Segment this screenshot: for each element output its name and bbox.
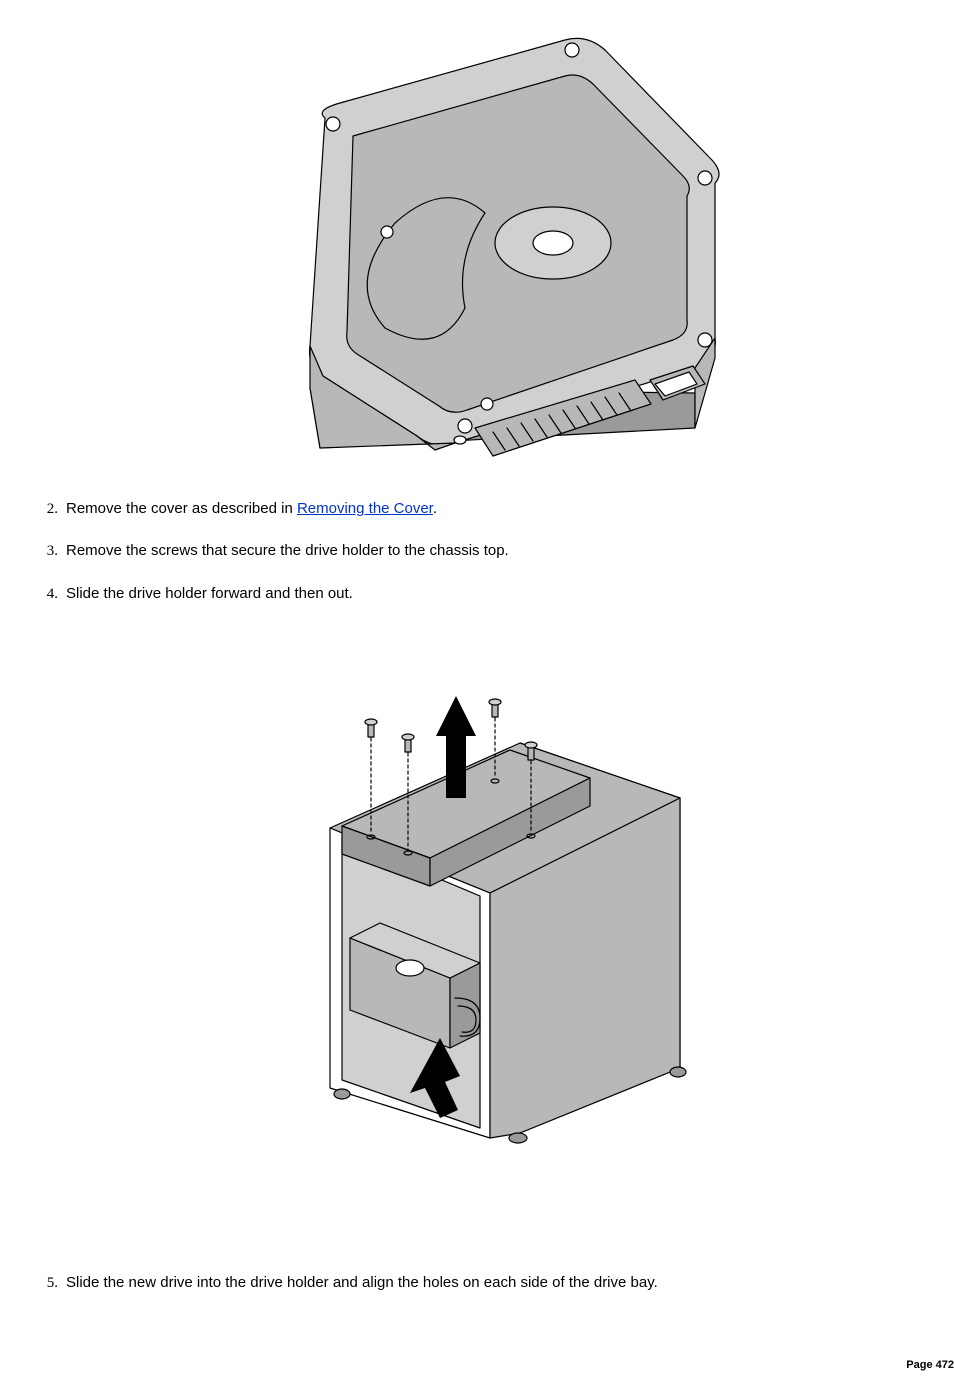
step-text: Remove the cover as described in Removin… — [66, 500, 437, 517]
step-number: 2. — [36, 499, 58, 519]
step-5: 5. Slide the new drive into the drive ho… — [36, 1273, 934, 1293]
content-area: 2. Remove the cover as described in Remo… — [0, 28, 954, 1293]
step-text: Slide the drive holder forward and then … — [66, 585, 353, 602]
step-text: Remove the screws that secure the drive … — [66, 542, 509, 559]
instruction-list: 2. Remove the cover as described in Remo… — [36, 499, 934, 604]
figure-chassis — [36, 638, 934, 1163]
step-4: 4. Slide the drive holder forward and th… — [36, 584, 934, 604]
hdd-diagram — [235, 28, 735, 458]
step-number: 5. — [36, 1273, 58, 1293]
step-number: 3. — [36, 541, 58, 561]
step-number: 4. — [36, 584, 58, 604]
instruction-list-continued: 5. Slide the new drive into the drive ho… — [36, 1273, 934, 1293]
page-number: Page 472 — [906, 1359, 954, 1371]
step-text-before: Remove the cover as described in — [66, 500, 297, 517]
removing-the-cover-link[interactable]: Removing the Cover — [297, 500, 433, 517]
step-text: Slide the new drive into the drive holde… — [66, 1274, 658, 1291]
figure-hdd — [36, 28, 934, 463]
step-2: 2. Remove the cover as described in Remo… — [36, 499, 934, 519]
step-text-after: . — [433, 500, 437, 517]
document-page: 2. Remove the cover as described in Remo… — [0, 28, 954, 1379]
step-3: 3. Remove the screws that secure the dri… — [36, 541, 934, 561]
chassis-diagram — [270, 638, 700, 1158]
